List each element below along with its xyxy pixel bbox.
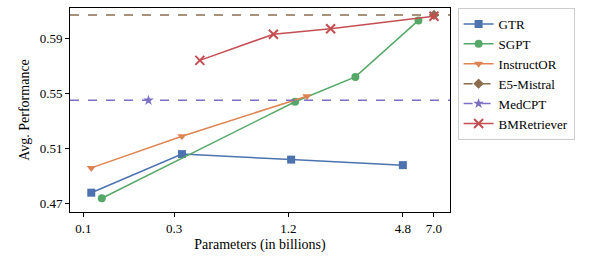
svg-text:7.0: 7.0 — [426, 221, 442, 236]
svg-text:0.3: 0.3 — [166, 221, 182, 236]
svg-text:BMRetriever: BMRetriever — [499, 117, 568, 132]
svg-text:0.47: 0.47 — [40, 196, 63, 211]
svg-text:SGPT: SGPT — [499, 37, 531, 52]
svg-text:4.8: 4.8 — [395, 221, 411, 236]
svg-text:0.55: 0.55 — [40, 86, 63, 101]
svg-text:GTR: GTR — [499, 17, 525, 32]
svg-text:MedCPT: MedCPT — [499, 97, 547, 112]
svg-text:0.59: 0.59 — [40, 31, 63, 46]
svg-text:Avg. Performance: Avg. Performance — [17, 59, 32, 161]
svg-text:E5-Mistral: E5-Mistral — [499, 77, 556, 92]
svg-text:0.51: 0.51 — [40, 141, 63, 156]
svg-text:1.2: 1.2 — [280, 221, 296, 236]
svg-text:Parameters (in billions): Parameters (in billions) — [194, 237, 326, 253]
svg-text:InstructOR: InstructOR — [499, 57, 557, 72]
svg-text:0.1: 0.1 — [75, 221, 91, 236]
